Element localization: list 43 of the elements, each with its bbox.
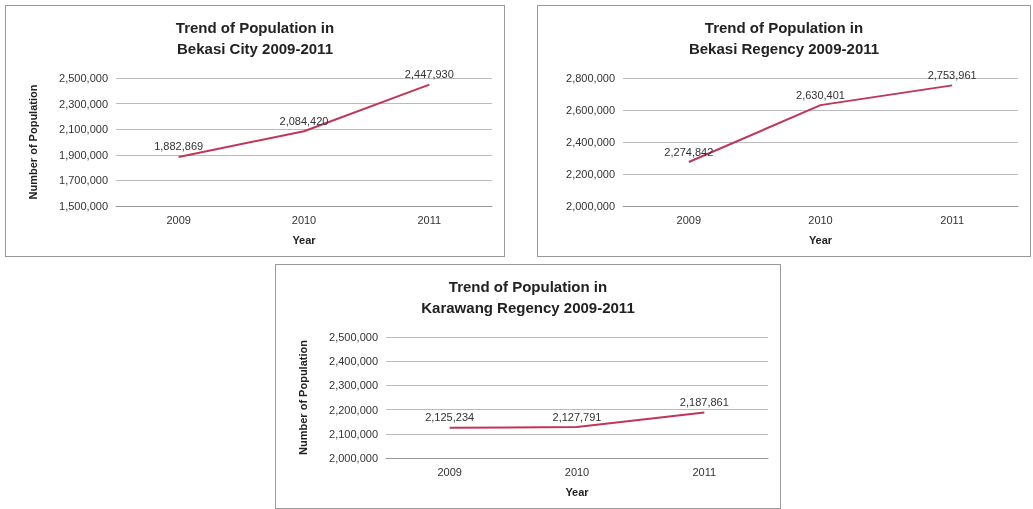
y-tick-label: 2,000,000 — [329, 452, 378, 464]
y-axis-title: Number of Population — [26, 84, 39, 200]
y-tick-label: 1,500,000 — [59, 200, 108, 212]
x-axis-title: Year — [565, 485, 590, 498]
y-tick-label: 2,500,000 — [329, 331, 378, 343]
y-axis-title: Number of Population — [296, 339, 309, 455]
x-axis-title: Year — [808, 233, 833, 246]
x-tick-label: 2011 — [940, 213, 964, 226]
data-label: 2,187,861 — [679, 396, 729, 409]
y-tick-label: 2,000,000 — [566, 200, 615, 212]
x-tick-label: 2010 — [808, 213, 833, 226]
data-label: 2,630,401 — [796, 88, 845, 101]
y-tick-label: 2,600,000 — [566, 104, 615, 116]
x-tick-label: 2010 — [564, 465, 590, 478]
chart-title: Trend of Population in Karawang Regency 2009-2011 — [421, 278, 635, 316]
y-tick-label: 2,500,000 — [59, 72, 108, 84]
data-label: 2,125,234 — [425, 411, 475, 424]
y-tick-label: 2,300,000 — [329, 379, 378, 392]
chart-title: Trend of Population in Bekasi Regency 2009-2011 — [688, 19, 880, 57]
x-axis-title: Year — [292, 233, 317, 246]
chart-title: Trend of Population in Bekasi City 2009-2011 — [175, 19, 335, 57]
data-label: 1,882,869 — [154, 140, 204, 153]
y-tick-label: 2,300,000 — [59, 97, 108, 110]
y-tick-label: 2,400,000 — [566, 136, 615, 148]
y-tick-label: 2,100,000 — [59, 123, 108, 136]
x-tick-label: 2009 — [166, 213, 191, 226]
data-label: 2,127,791 — [552, 410, 602, 423]
data-label: 2,084,420 — [279, 114, 329, 127]
x-tick-label: 2009 — [437, 465, 462, 478]
y-tick-label: 2,400,000 — [329, 355, 378, 368]
y-tick-label: 2,100,000 — [329, 427, 378, 440]
y-tick-label: 2,800,000 — [566, 72, 615, 84]
data-label: 2,753,961 — [927, 68, 977, 81]
data-label: 2,447,930 — [404, 68, 454, 81]
data-label: 2,274,842 — [664, 145, 714, 158]
x-tick-label: 2009 — [676, 213, 702, 226]
x-tick-label: 2011 — [417, 213, 442, 226]
y-tick-label: 1,700,000 — [59, 174, 108, 187]
x-tick-label: 2011 — [692, 465, 717, 478]
y-tick-label: 2,200,000 — [566, 168, 615, 180]
y-tick-label: 2,200,000 — [329, 403, 378, 416]
y-tick-label: 1,900,000 — [59, 148, 108, 161]
x-tick-label: 2010 — [291, 213, 317, 226]
